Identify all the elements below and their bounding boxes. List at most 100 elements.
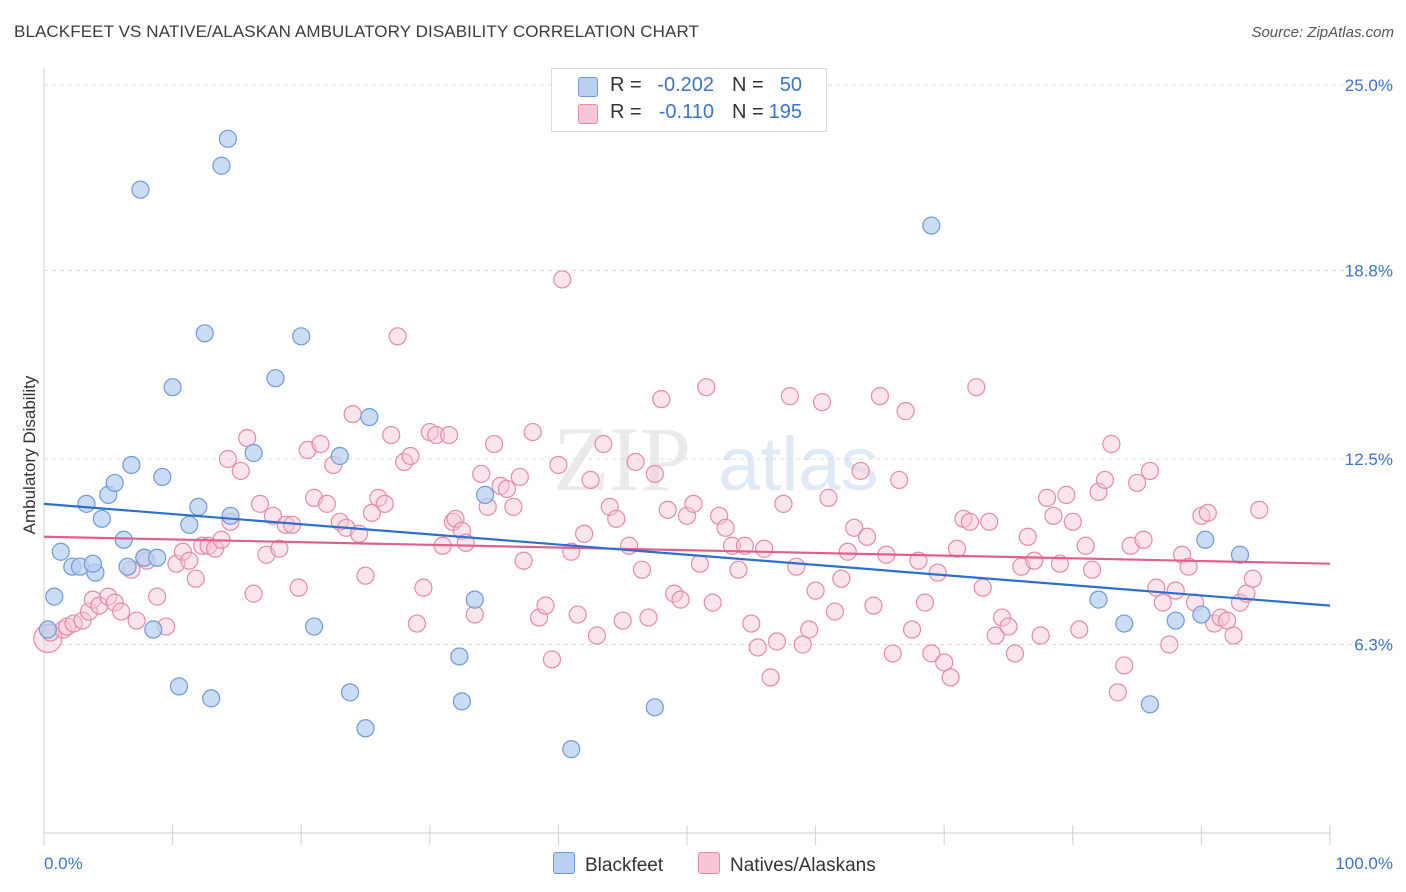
natives-point [800, 620, 819, 639]
natives-point [1082, 560, 1102, 579]
natives-point [652, 390, 671, 409]
natives-point [1063, 512, 1082, 531]
blackfeet-point [212, 156, 231, 175]
natives-point [523, 422, 542, 442]
natives-point [819, 488, 838, 507]
natives-point [289, 578, 308, 597]
natives-point [645, 464, 664, 484]
legend-n-value: 50 [779, 74, 802, 96]
natives-point [986, 626, 1005, 645]
natives-point [180, 551, 199, 570]
blackfeet-point [105, 473, 124, 493]
natives-point [787, 557, 806, 576]
natives-trend-line [43, 535, 1331, 565]
natives-point [806, 581, 825, 600]
y-tick-label: 12.5% [1345, 450, 1393, 469]
blackfeet-point [77, 494, 96, 513]
natives-point [825, 602, 844, 621]
natives-point [362, 503, 382, 522]
natives-point [755, 539, 774, 558]
watermark-atlas: atlas [718, 422, 879, 507]
natives-point [1031, 626, 1050, 645]
natives-point [626, 452, 645, 472]
natives-point [774, 494, 793, 513]
natives-point [864, 596, 883, 615]
natives-point [1166, 581, 1185, 600]
trend-lines [43, 502, 1331, 607]
natives-point [581, 470, 600, 490]
watermark-zip: ZIP [553, 408, 691, 510]
legend-row-natives: R = -0.110 N = 195 [552, 100, 826, 126]
natives-point [967, 378, 986, 397]
natives-point [452, 521, 472, 540]
natives-point [735, 536, 754, 555]
blackfeet-point [340, 683, 360, 702]
natives-point [935, 653, 954, 672]
natives-point [883, 644, 902, 663]
natives-point [311, 434, 330, 454]
legend-r-value: -0.202 [657, 74, 714, 96]
natives-point [218, 449, 237, 469]
natives-point [375, 494, 394, 513]
natives-point [1140, 461, 1160, 481]
natives-point [671, 590, 690, 609]
natives-point [697, 378, 716, 397]
natives-point [742, 614, 761, 633]
blackfeet-point [202, 689, 221, 708]
blackfeet-point [304, 617, 324, 636]
natives-point [148, 587, 167, 606]
blackfeet-point [244, 443, 263, 463]
natives-point [845, 518, 864, 537]
legend-r-value: -0.110 [658, 101, 714, 123]
natives-point [250, 494, 270, 513]
blackfeet-point [38, 620, 57, 639]
natives-point [960, 512, 980, 531]
natives-point [356, 566, 375, 585]
natives-point [173, 542, 192, 561]
natives-point [1218, 611, 1237, 630]
blackfeet-point [153, 467, 172, 487]
natives-point [504, 497, 523, 516]
blackfeet-swatch [553, 852, 575, 874]
natives-swatch [698, 852, 720, 874]
natives-point [343, 404, 362, 424]
natives-point [729, 560, 748, 579]
natives-point [510, 467, 529, 487]
natives-point [127, 611, 146, 630]
natives-point [832, 569, 851, 588]
natives-point [263, 506, 283, 525]
legend-r-label: R = [610, 74, 642, 96]
blackfeet-point [163, 378, 182, 397]
natives-point [902, 620, 922, 639]
natives-point [684, 494, 703, 513]
natives-point [594, 434, 613, 454]
y-tick-label: 18.8% [1345, 261, 1393, 280]
natives-point [1070, 620, 1089, 639]
natives-point [1005, 644, 1025, 663]
tick-labels: 6.3% 12.5% 18.8% 25.0% 0.0% 100.0% [44, 76, 1393, 873]
blackfeet-point [475, 485, 495, 504]
legend-r-label: R = [610, 101, 642, 123]
blackfeet-trend-line [43, 502, 1331, 607]
natives-point [553, 270, 572, 289]
blackfeet-point [922, 216, 941, 235]
blackfeet-point [330, 446, 349, 466]
natives-point [439, 425, 459, 445]
natives-point [472, 464, 491, 484]
natives-point [186, 569, 205, 588]
natives-point [748, 638, 767, 657]
natives-point [276, 515, 295, 534]
bottom-legend-blackfeet: Blackfeet [553, 852, 663, 877]
natives-point [414, 578, 433, 597]
natives-point [1095, 470, 1115, 490]
blackfeet-point [83, 554, 102, 573]
natives-point [549, 455, 568, 475]
natives-point [1018, 527, 1037, 546]
natives-point [980, 512, 999, 531]
blackfeet-point [148, 548, 167, 567]
natives-point [941, 668, 960, 687]
natives-point [382, 425, 401, 445]
natives-point [536, 596, 555, 615]
natives-point [73, 611, 92, 630]
natives-point [1025, 551, 1044, 570]
